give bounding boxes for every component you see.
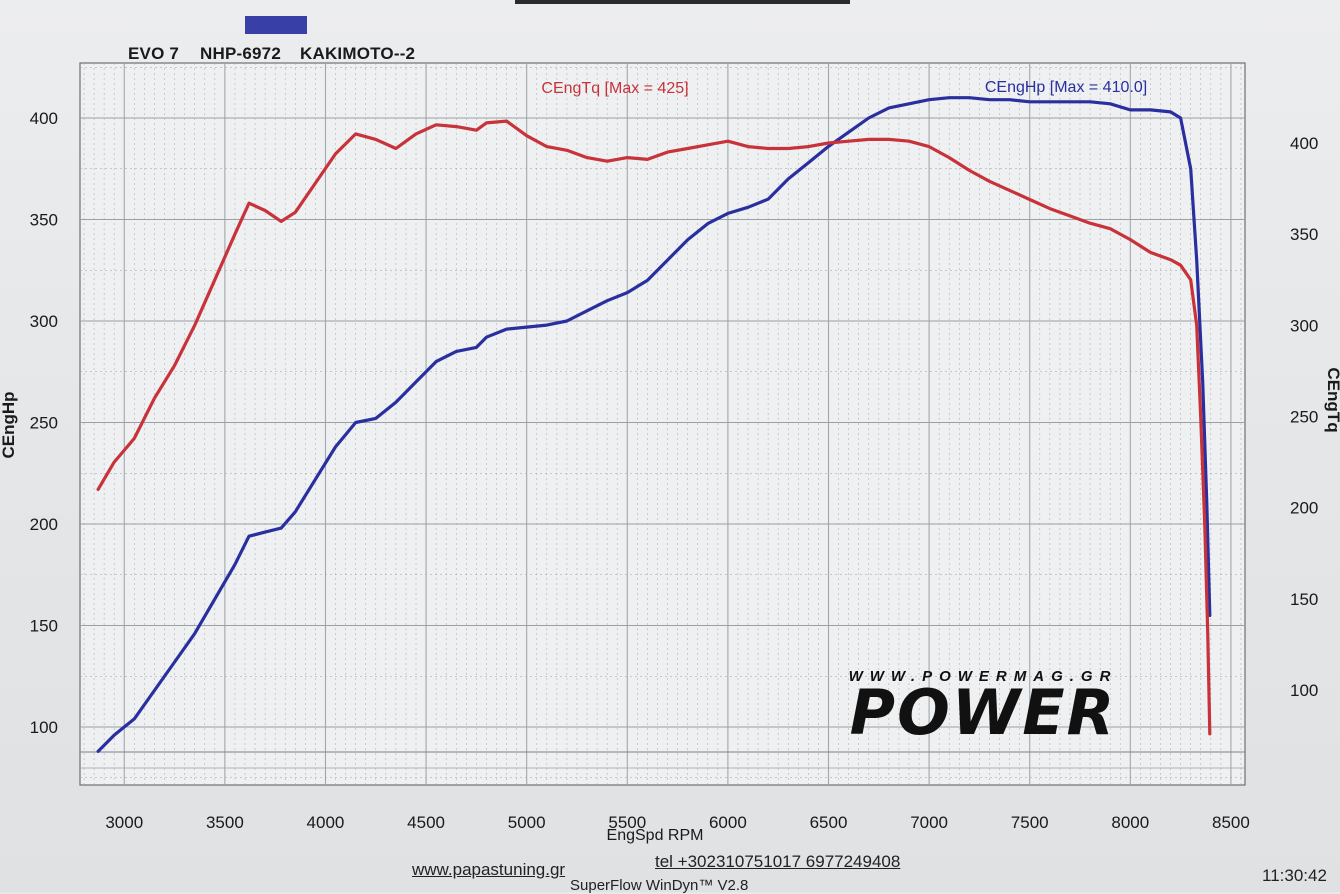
x-tick-label: 3000 [105, 813, 143, 832]
run-plate-label: NHP-6972 [200, 44, 281, 63]
x-tick-label: 4000 [307, 813, 345, 832]
x-tick-label: 7000 [910, 813, 948, 832]
hp-series-line [96, 96, 1212, 754]
right-tick-label: 200 [1290, 499, 1318, 518]
left-tick-label: 400 [30, 109, 58, 128]
x-tick-label: 5000 [508, 813, 546, 832]
x-tick-label: 3500 [206, 813, 244, 832]
left-axis-label: CEngHp [0, 391, 18, 458]
right-axis-label: CEngTq [1324, 367, 1340, 432]
right-tick-label: 350 [1290, 225, 1318, 244]
right-tick-label: 400 [1290, 134, 1318, 153]
left-tick-label: 300 [30, 312, 58, 331]
left-tick-label: 350 [30, 211, 58, 230]
footer-software: SuperFlow WinDyn™ V2.8 [570, 877, 749, 894]
series-lines [96, 96, 1212, 754]
left-tick-label: 150 [30, 617, 58, 636]
x-tick-label: 6000 [709, 813, 747, 832]
powermag-watermark: WWW.POWERMAG.GR POWER [783, 668, 1183, 748]
left-tick-label: 250 [30, 414, 58, 433]
run-car-label: EVO 7 [128, 44, 180, 63]
run-exhaust-label: KAKIMOTO--2 [300, 44, 416, 63]
x-tick-label: 8500 [1212, 813, 1250, 832]
plot-area [79, 62, 1246, 786]
top-bezel-bar [515, 0, 850, 4]
axes: 3000 3500 4000 4500 5000 5500 6000 6500 7000 7500… [0, 109, 1340, 844]
watermark-logo: POWER [849, 676, 1117, 749]
x-tick-label: 7500 [1011, 813, 1049, 832]
run-color-swatch [245, 16, 307, 34]
x-tick-label: 4500 [407, 813, 445, 832]
right-tick-label: 100 [1290, 681, 1318, 700]
footer-time: 11:30:42 [1262, 866, 1327, 885]
left-tick-label: 100 [30, 718, 58, 737]
x-tick-label: 6500 [810, 813, 848, 832]
x-tick-label: 8000 [1111, 813, 1149, 832]
right-tick-label: 150 [1290, 590, 1318, 609]
left-tick-label: 200 [30, 515, 58, 534]
right-tick-label: 250 [1290, 408, 1318, 427]
footer-phone: tel +302310751017 6977249408 [655, 852, 901, 871]
watermark-url: WWW.POWERMAG.GR [848, 668, 1118, 685]
hp-series-label: CEngHp [Max = 410.0] [985, 79, 1147, 96]
grid-lines [80, 63, 1245, 785]
footer-website: www.papastuning.gr [412, 860, 566, 879]
right-tick-label: 300 [1290, 316, 1318, 335]
chart-labels: CEngTq [Max = 425] CEngHp [Max = 410.0] [541, 79, 1147, 97]
tq-series-line [96, 119, 1212, 736]
x-tick-label: 5500 [608, 813, 646, 832]
x-axis-label: EngSpd RPM [607, 827, 704, 844]
tq-series-label: CEngTq [Max = 425] [541, 80, 688, 97]
